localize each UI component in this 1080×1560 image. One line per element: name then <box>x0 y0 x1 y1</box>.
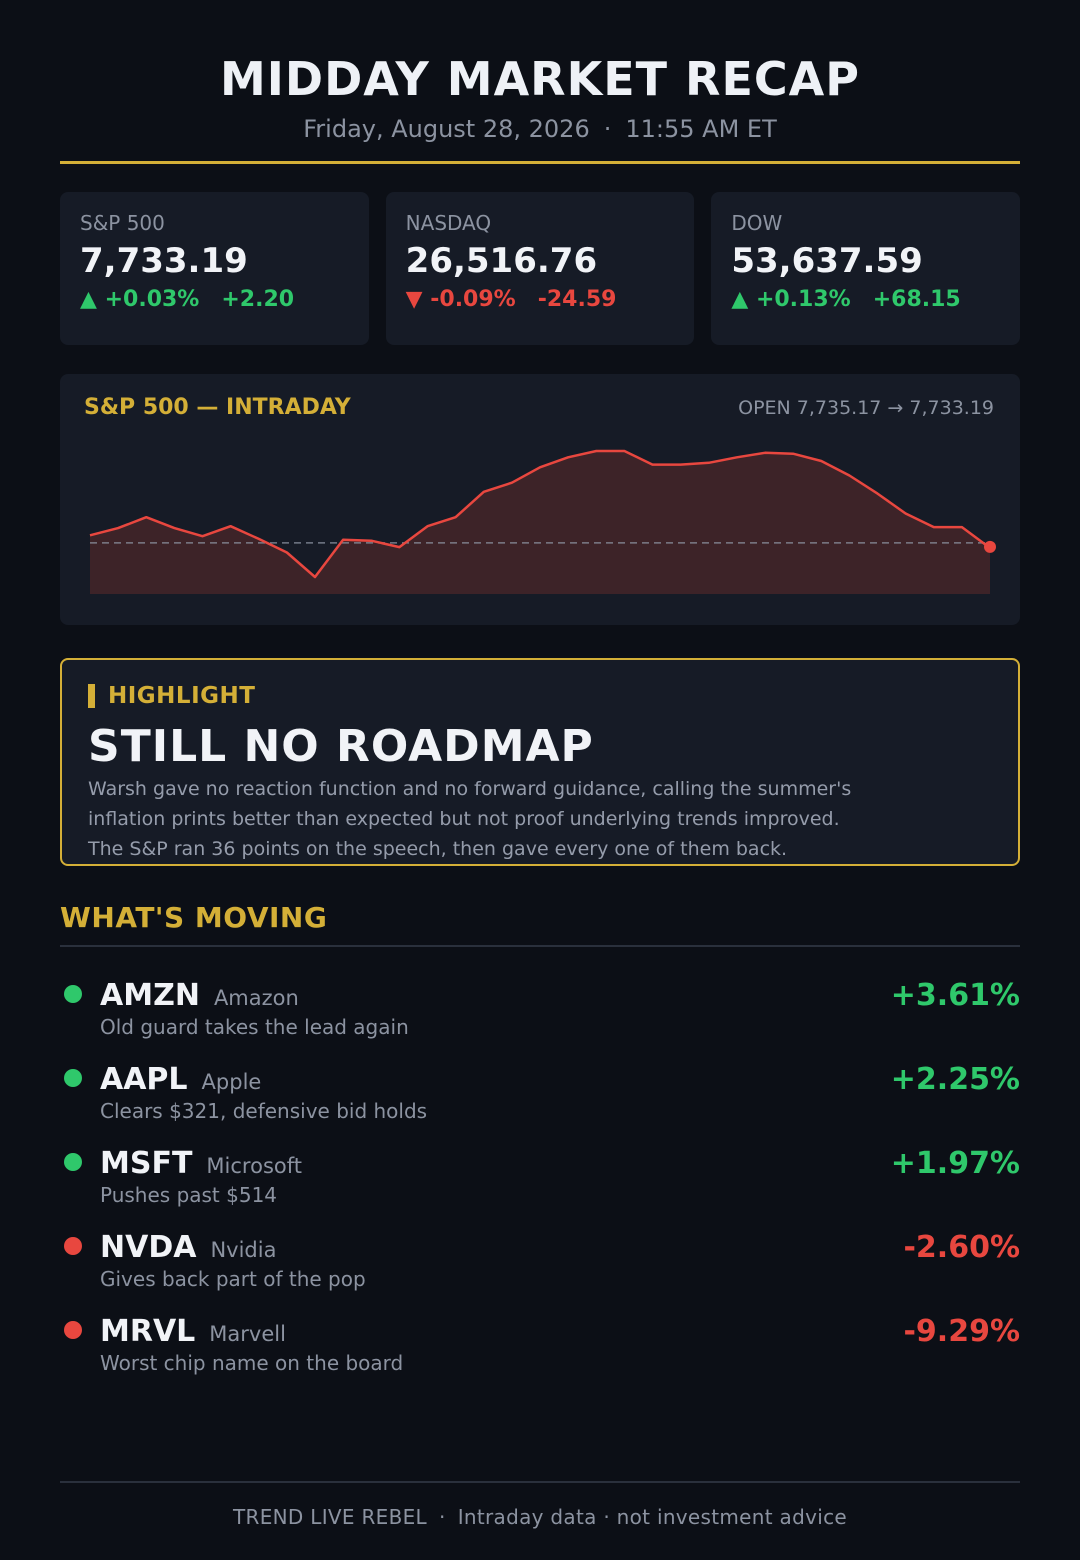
mover-pct: +3.61% <box>890 978 1020 1013</box>
mover-pct: -2.60% <box>903 1230 1020 1265</box>
chart-open-range: OPEN 7,735.17 → 7,733.19 <box>738 397 994 419</box>
company-name: Marvell <box>209 1322 286 1346</box>
ticker-symbol: NVDA <box>100 1230 197 1265</box>
chart-last-point <box>984 540 996 553</box>
down-arrow-icon: ▼ <box>405 287 423 312</box>
chart-title: S&P 500 — INTRADAY <box>84 395 351 420</box>
index-value: 53,637.59 <box>731 241 923 281</box>
mover-note: Clears $321, defensive bid holds <box>100 1099 428 1123</box>
index-points: +2.20 <box>221 287 295 312</box>
footer: TREND LIVE REBEL · Intraday data · not inv… <box>0 1504 1080 1530</box>
status-dot-icon <box>64 1321 82 1339</box>
mover-ticker: MRVL Marvell <box>100 1314 286 1352</box>
index-value: 26,516.76 <box>405 241 598 281</box>
intraday-chart-panel: S&P 500 — INTRADAY OPEN 7,735.17 → 7,733… <box>60 374 1020 625</box>
mover-note: Gives back part of the pop <box>100 1267 366 1291</box>
index-name: DOW <box>731 211 783 235</box>
status-dot-icon <box>64 1069 82 1087</box>
up-arrow-icon: ▲ <box>80 287 97 312</box>
status-dot-icon <box>64 1153 82 1171</box>
highlight-accent-bar <box>88 684 95 708</box>
mover-ticker: AAPL Apple <box>100 1062 261 1100</box>
index-value: 7,733.19 <box>80 241 248 281</box>
chart-series-line <box>89 449 991 579</box>
index-change: ▲ +0.13% +68.15 <box>731 286 1000 314</box>
list-item[interactable]: MSFT Microsoft Pushes past $514 +1.97% <box>60 1146 1020 1230</box>
highlight-card: HIGHLIGHT STILL NO ROADMAP Warsh gave no… <box>60 658 1020 866</box>
index-pct: +0.03% <box>104 287 200 312</box>
mover-ticker: AMZN Amazon <box>100 978 299 1016</box>
index-pct: +0.13% <box>755 287 851 312</box>
index-pct: -0.09% <box>430 287 516 312</box>
mover-pct: +1.97% <box>890 1146 1020 1181</box>
index-points: +68.15 <box>872 287 961 312</box>
index-name: NASDAQ <box>405 211 492 235</box>
index-card-sp500[interactable]: S&P 500 7,733.19 ▲ +0.03% +2.20 <box>60 192 369 345</box>
index-points: -24.59 <box>537 287 617 312</box>
highlight-headline: STILL NO ROADMAP <box>88 721 594 772</box>
header: MIDDAY MARKET RECAP Friday, August 28, 2… <box>0 52 1080 144</box>
highlight-body: Warsh gave no reaction function and no f… <box>88 774 988 864</box>
ticker-symbol: MRVL <box>100 1314 196 1349</box>
page-subtitle: Friday, August 28, 2026 · 11:55 AM ET <box>0 114 1080 144</box>
mover-ticker: MSFT Microsoft <box>100 1146 302 1184</box>
index-cards: S&P 500 7,733.19 ▲ +0.03% +2.20 NASDAQ 26… <box>60 192 1021 345</box>
highlight-body-line: The S&P ran 36 points on the speech, the… <box>88 838 788 860</box>
index-name: S&P 500 <box>80 211 165 235</box>
index-card-dow[interactable]: DOW 53,637.59 ▲ +0.13% +68.15 <box>711 192 1021 345</box>
company-name: Amazon <box>213 986 299 1010</box>
movers-list: AMZN Amazon Old guard takes the lead agai… <box>60 978 1020 1398</box>
company-name: Microsoft <box>206 1154 302 1178</box>
mover-note: Pushes past $514 <box>100 1183 278 1207</box>
list-item[interactable]: AMZN Amazon Old guard takes the lead agai… <box>60 978 1020 1062</box>
mover-note: Worst chip name on the board <box>100 1351 404 1375</box>
ticker-symbol: AAPL <box>100 1062 188 1097</box>
whats-moving-title: WHAT'S MOVING <box>60 901 328 934</box>
list-item[interactable]: NVDA Nvidia Gives back part of the pop -2… <box>60 1230 1020 1314</box>
company-name: Apple <box>201 1070 262 1094</box>
status-dot-icon <box>64 985 82 1003</box>
header-divider <box>60 161 1020 164</box>
list-item[interactable]: MRVL Marvell Worst chip name on the board… <box>60 1314 1020 1398</box>
footer-disclaimer: Intraday data · not investment advice <box>457 1505 847 1529</box>
whats-moving-divider <box>60 945 1020 947</box>
page-title: MIDDAY MARKET RECAP <box>220 52 860 106</box>
mover-note: Old guard takes the lead again <box>100 1015 409 1039</box>
subtitle-separator: · <box>603 115 612 143</box>
ticker-symbol: AMZN <box>100 978 200 1013</box>
ticker-symbol: MSFT <box>100 1146 193 1181</box>
time-text: 11:55 AM ET <box>625 115 777 143</box>
footer-separator: · <box>439 1505 446 1529</box>
index-change: ▲ +0.03% +2.20 <box>80 286 349 314</box>
up-arrow-icon: ▲ <box>731 287 749 312</box>
list-item[interactable]: AAPL Apple Clears $321, defensive bid hol… <box>60 1062 1020 1146</box>
company-name: Nvidia <box>210 1238 277 1262</box>
index-change: ▼ -0.09% -24.59 <box>406 286 675 314</box>
highlight-body-line: inflation prints better than expected bu… <box>88 808 840 830</box>
status-dot-icon <box>64 1237 82 1255</box>
highlight-tag: HIGHLIGHT <box>108 683 256 709</box>
mover-pct: +2.25% <box>890 1062 1020 1097</box>
date-text: Friday, August 28, 2026 <box>303 115 590 143</box>
mover-pct: -9.29% <box>903 1314 1020 1349</box>
mover-ticker: NVDA Nvidia <box>100 1230 276 1268</box>
footer-brand: TREND LIVE REBEL <box>232 1505 428 1529</box>
chart-area-fill <box>90 451 990 594</box>
highlight-body-line: Warsh gave no reaction function and no f… <box>88 778 852 800</box>
footer-divider <box>60 1481 1020 1483</box>
index-card-nasdaq[interactable]: NASDAQ 26,516.76 ▼ -0.09% -24.59 <box>385 192 695 345</box>
intraday-chart <box>89 449 996 594</box>
